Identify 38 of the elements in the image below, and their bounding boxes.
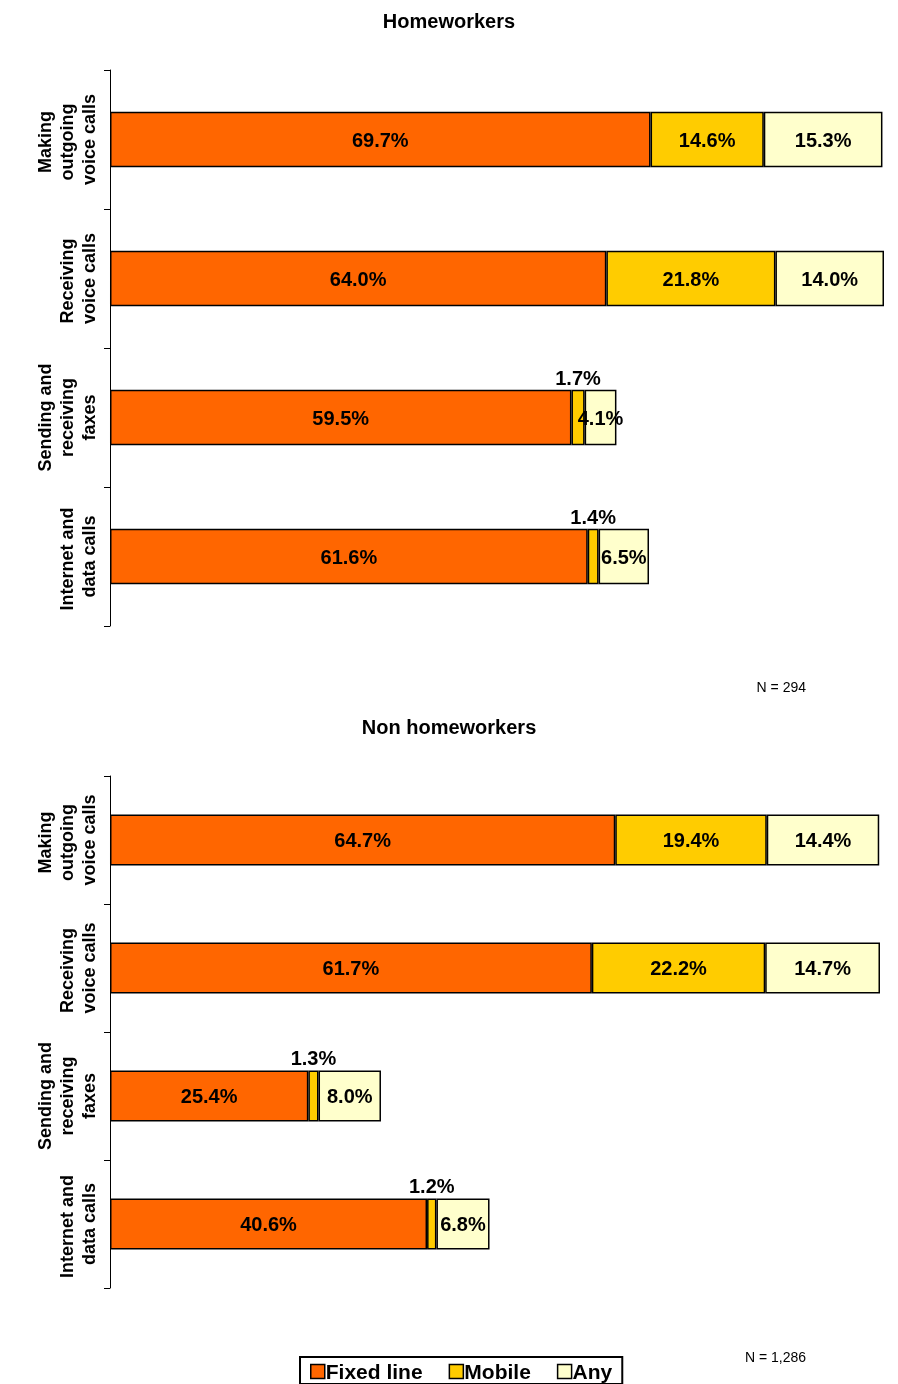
y-tick-label: Receiving voice calls (57, 922, 99, 1014)
chart-title: Non homeworkers (361, 716, 537, 738)
data-label: 21.8% (662, 267, 720, 290)
data-label: 19.4% (662, 829, 720, 851)
data-label: 61.6% (320, 545, 378, 568)
data-label: 15.3% (794, 128, 852, 151)
y-tick-label: Internet and data calls (57, 502, 99, 611)
data-label: 69.7% (351, 128, 409, 151)
data-label: 25.4% (180, 1085, 238, 1107)
data-label: 14.7% (794, 957, 852, 979)
data-label: 1.4% (570, 505, 617, 528)
data-label: 1.2% (408, 1175, 455, 1198)
text: N = 294 (756, 679, 807, 695)
data-label: 1.7% (555, 366, 602, 389)
data-label: 22.2% (650, 957, 708, 979)
data-label: 59.5% (312, 406, 370, 429)
chart-title: Homeworkers (382, 10, 516, 32)
data-label: 6.8% (440, 1213, 486, 1235)
data-label: 14.6% (678, 128, 736, 151)
data-label: 14.4% (794, 829, 852, 851)
data-label: 8.0% (326, 1085, 373, 1107)
data-label: 1.3% (290, 1047, 337, 1070)
y-tick-label: Sending and receiving faxes (35, 363, 99, 472)
y-tick-label: Internet and data calls (57, 1169, 99, 1279)
data-label: 40.6% (240, 1213, 298, 1235)
y-tick-label: Receiving voice calls (57, 232, 99, 325)
data-label: 64.0% (329, 267, 387, 290)
y-tick-label: Sending and receiving faxes (35, 1042, 99, 1150)
text: N = 1,286 (744, 1349, 807, 1365)
legend-label: Mobile (464, 1360, 531, 1383)
legend-label: Fixed line (325, 1360, 423, 1383)
data-label: 6.5% (601, 545, 647, 568)
legend-label: Any (572, 1360, 613, 1383)
data-label: 14.0% (801, 267, 859, 290)
data-label: 61.7% (322, 957, 380, 979)
y-tick-label: Making outgoing voice calls (35, 794, 99, 886)
y-tick-label: Making outgoing voice calls (35, 93, 99, 186)
data-label: 64.7% (334, 829, 392, 851)
